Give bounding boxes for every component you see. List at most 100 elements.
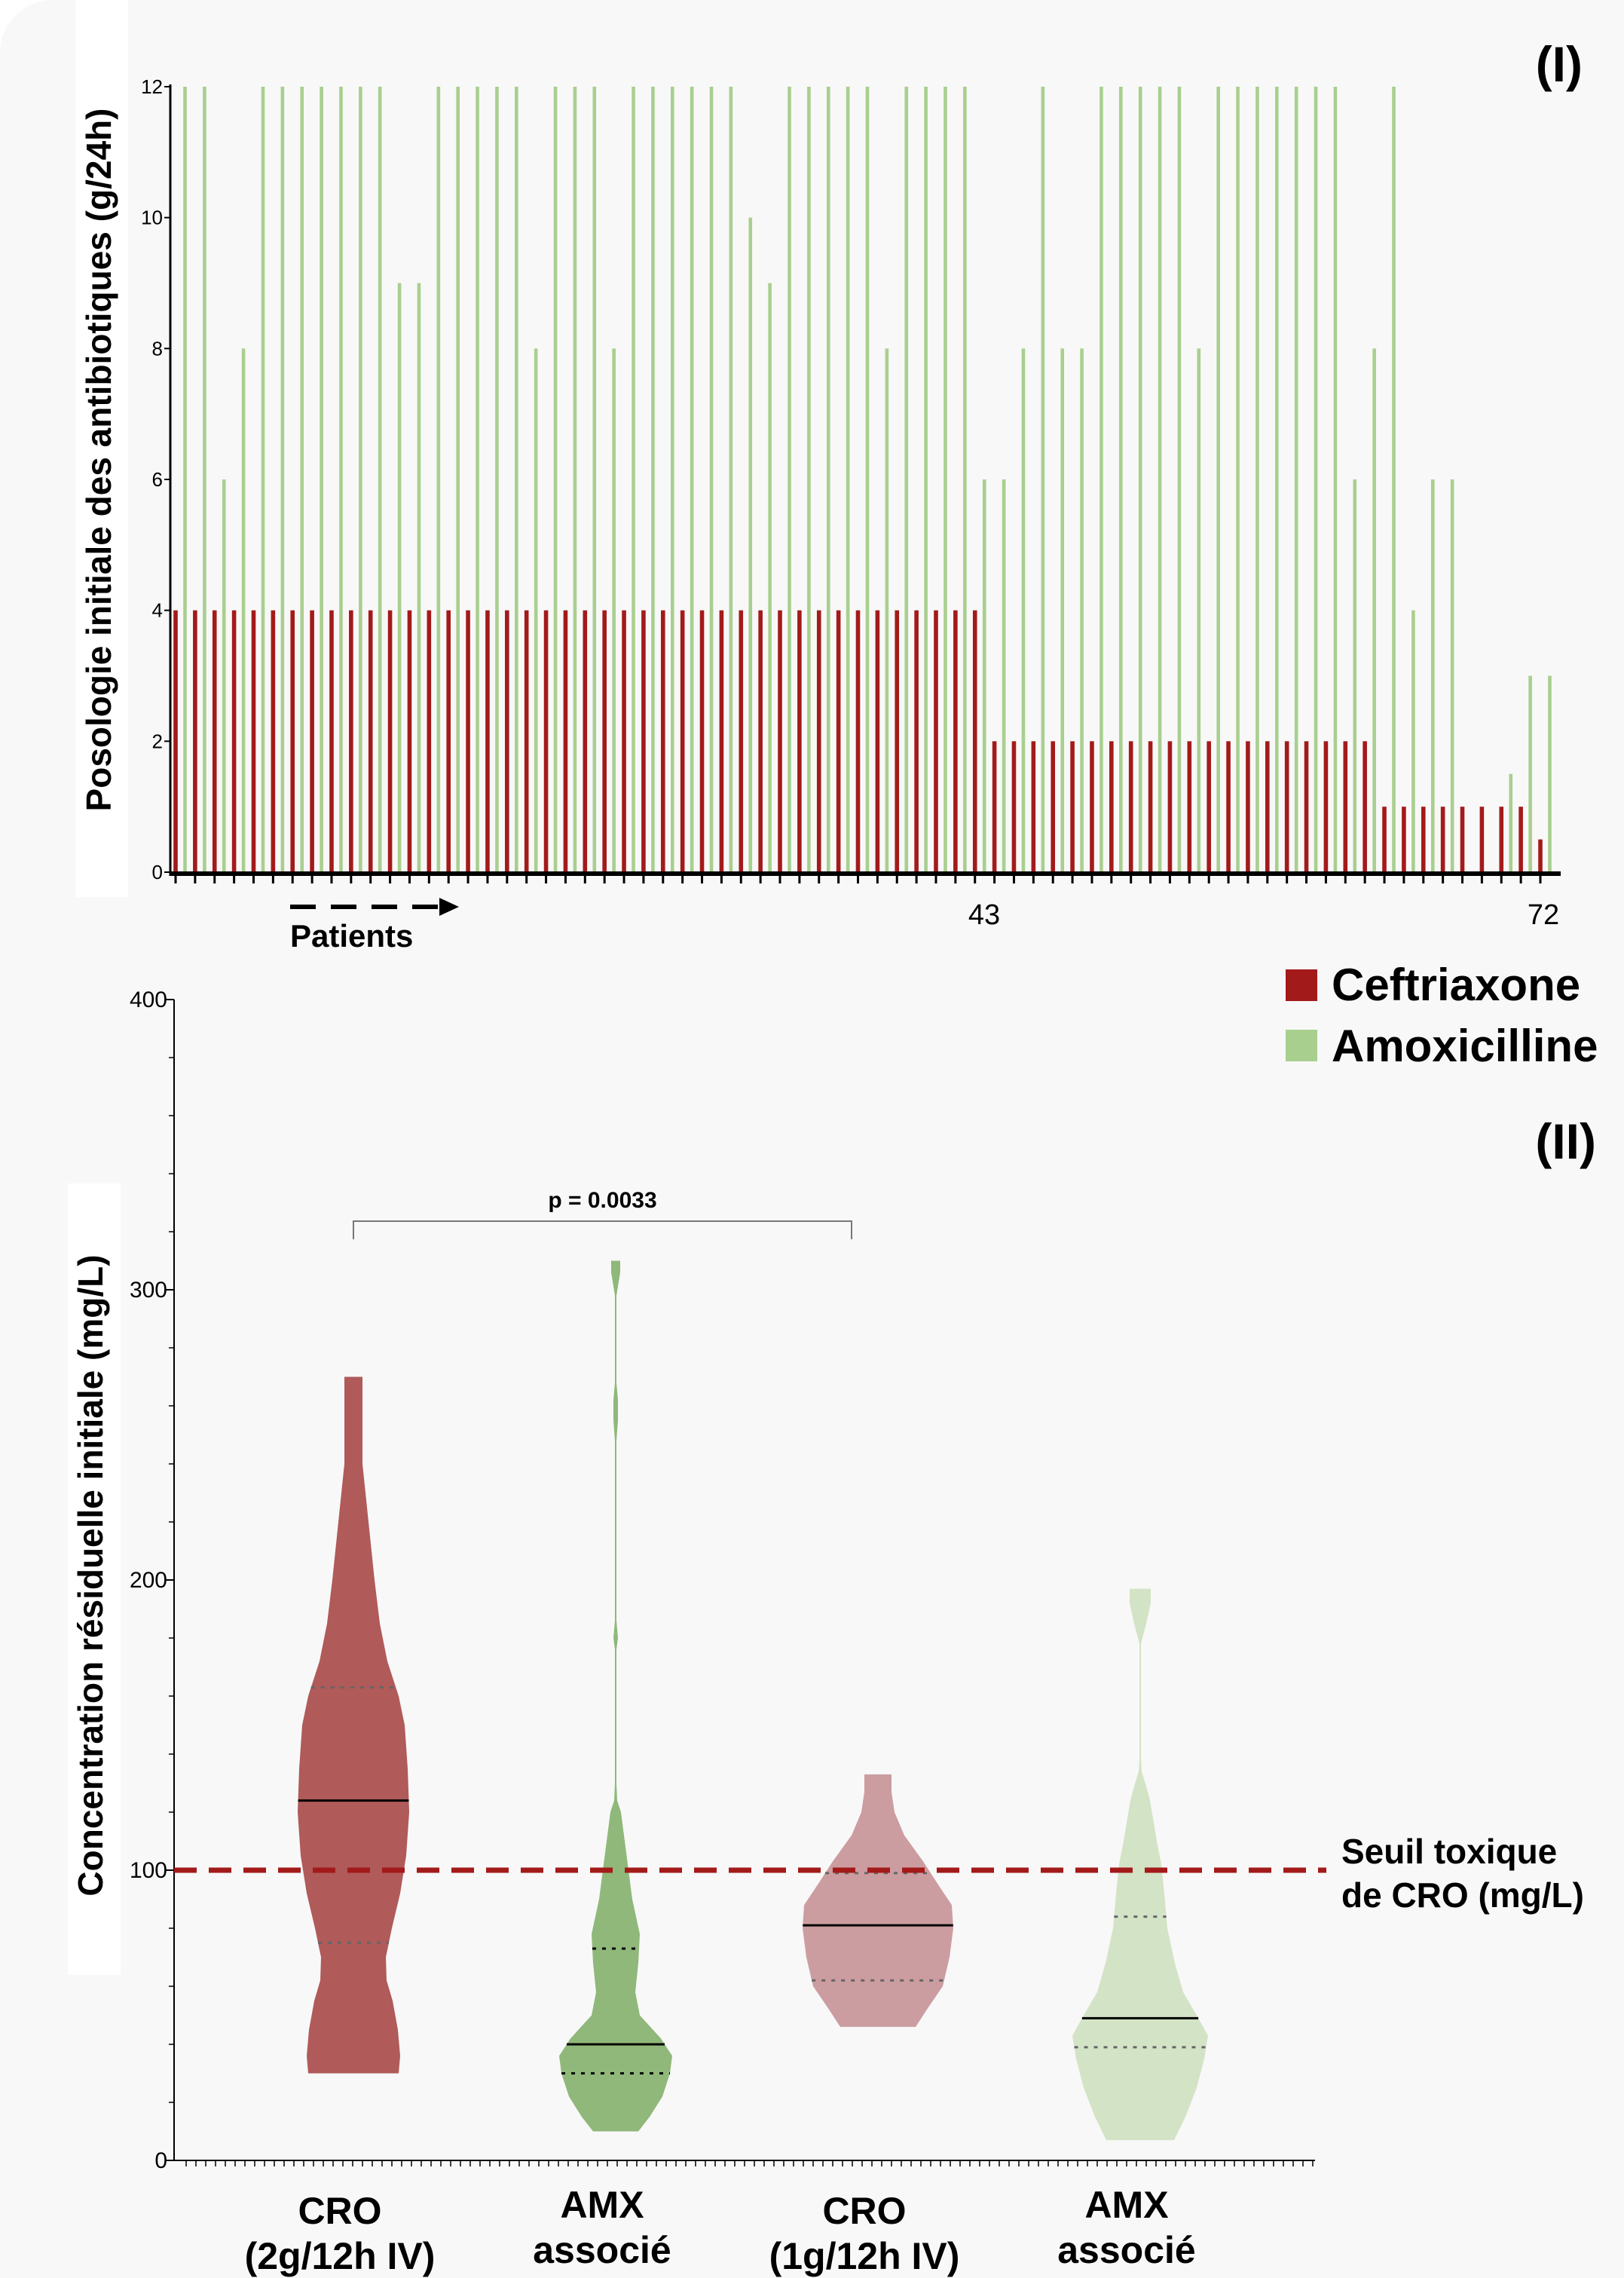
bar-amoxicilline-42 — [982, 479, 986, 872]
panel1-y-tick-label-6: 12 — [141, 75, 163, 98]
bar-ceftriaxone-30 — [739, 610, 744, 872]
bar-ceftriaxone-66 — [1440, 807, 1445, 872]
legend-label-amoxicilline: Amoxicilline — [1332, 1021, 1598, 1071]
bar-ceftriaxone-12 — [387, 610, 393, 872]
bar-amoxicilline-29 — [729, 87, 733, 872]
bar-ceftriaxone-2 — [193, 610, 197, 872]
panel2-y-tick-label-1: 100 — [130, 1858, 167, 1883]
bar-amoxicilline-43 — [1002, 479, 1006, 872]
group-label-line2-4: associé — [1057, 2229, 1195, 2271]
bar-amoxicilline-57 — [1275, 87, 1279, 872]
bar-amoxicilline-71 — [1548, 675, 1552, 872]
bar-ceftriaxone-22 — [583, 610, 588, 872]
bar-amoxicilline-28 — [709, 87, 714, 872]
bar-ceftriaxone-46 — [1051, 741, 1056, 872]
bar-ceftriaxone-4 — [231, 610, 237, 872]
bar-amoxicilline-6 — [280, 87, 285, 872]
bar-amoxicilline-64 — [1411, 610, 1415, 872]
threshold-label-line1: Seuil toxique — [1341, 1832, 1557, 1871]
bar-ceftriaxone-63 — [1382, 807, 1387, 872]
panel1-ylabel-background — [75, 0, 128, 897]
bar-amoxicilline-39 — [924, 87, 928, 872]
panel2-y-tick-label-3: 300 — [130, 1278, 167, 1303]
bar-amoxicilline-27 — [690, 87, 694, 872]
bar-ceftriaxone-17 — [485, 610, 490, 872]
bar-ceftriaxone-62 — [1363, 741, 1367, 872]
bar-ceftriaxone-34 — [816, 610, 821, 872]
panel2-x-ticks — [185, 2160, 1314, 2166]
bar-ceftriaxone-67 — [1460, 807, 1465, 872]
bar-ceftriaxone-55 — [1226, 741, 1231, 872]
bar-amoxicilline-41 — [963, 87, 967, 872]
bar-amoxicilline-49 — [1119, 87, 1123, 872]
panel1-chart: (I) Posologie initiale des antibiotiques… — [79, 36, 1583, 954]
bar-amoxicilline-21 — [573, 87, 577, 872]
bar-ceftriaxone-64 — [1402, 807, 1406, 872]
bar-amoxicilline-32 — [788, 87, 791, 872]
threshold-label-line2: de CRO (mg/L) — [1341, 1875, 1584, 1915]
bar-ceftriaxone-10 — [349, 610, 353, 872]
bar-amoxicilline-36 — [865, 87, 870, 872]
bar-amoxicilline-25 — [651, 87, 655, 872]
bar-ceftriaxone-68 — [1479, 807, 1485, 872]
bar-amoxicilline-45 — [1041, 87, 1045, 872]
bar-amoxicilline-60 — [1333, 87, 1338, 872]
bar-ceftriaxone-3 — [212, 610, 217, 872]
violin-group-4 — [1072, 1588, 1208, 2141]
panel2-y-tick-label-2: 200 — [130, 1568, 167, 1593]
bar-ceftriaxone-13 — [407, 610, 412, 872]
bar-amoxicilline-48 — [1099, 87, 1103, 872]
bar-ceftriaxone-28 — [699, 610, 705, 872]
bar-amoxicilline-62 — [1372, 348, 1376, 872]
bar-ceftriaxone-57 — [1265, 741, 1270, 872]
bar-ceftriaxone-5 — [251, 610, 256, 872]
panel1-x-tick-label-72: 72 — [1528, 899, 1559, 931]
bar-ceftriaxone-11 — [368, 610, 373, 872]
group-label-line2-2: associé — [533, 2229, 671, 2271]
bar-ceftriaxone-61 — [1343, 741, 1348, 872]
bar-amoxicilline-33 — [807, 87, 811, 872]
bar-ceftriaxone-56 — [1246, 741, 1250, 872]
legend-swatch-ceftriaxone — [1286, 969, 1317, 1001]
panel1-y-axis-title: Posologie initiale des antibiotiques (g/… — [79, 109, 118, 812]
bar-amoxicilline-7 — [300, 87, 304, 872]
bar-ceftriaxone-42 — [972, 610, 977, 872]
bar-amoxicilline-46 — [1060, 348, 1065, 872]
bar-ceftriaxone-49 — [1109, 741, 1114, 872]
bar-amoxicilline-40 — [944, 87, 947, 872]
bar-ceftriaxone-48 — [1090, 741, 1094, 872]
bar-ceftriaxone-51 — [1148, 741, 1153, 872]
bar-ceftriaxone-15 — [446, 610, 451, 872]
bar-ceftriaxone-26 — [660, 610, 665, 872]
bar-amoxicilline-12 — [397, 283, 402, 872]
bar-ceftriaxone-47 — [1070, 741, 1075, 872]
bar-amoxicilline-1 — [183, 87, 187, 872]
bar-ceftriaxone-53 — [1187, 741, 1192, 872]
significance-bracket: p = 0.0033 — [353, 1188, 852, 1239]
bar-ceftriaxone-43 — [992, 741, 997, 872]
bar-ceftriaxone-24 — [622, 610, 626, 872]
bar-amoxicilline-70 — [1528, 675, 1532, 872]
bar-ceftriaxone-18 — [505, 610, 509, 872]
bar-ceftriaxone-35 — [836, 610, 841, 872]
bar-amoxicilline-23 — [612, 348, 616, 872]
bar-ceftriaxone-39 — [914, 610, 919, 872]
bar-ceftriaxone-1 — [173, 610, 178, 872]
bar-amoxicilline-20 — [553, 87, 558, 872]
panel1-y-tick-label-2: 4 — [152, 599, 163, 622]
bar-ceftriaxone-25 — [641, 610, 646, 872]
panel2-chart: (II) Concentration résiduelle initiale (… — [71, 987, 1596, 2277]
bar-ceftriaxone-60 — [1323, 741, 1329, 872]
bar-ceftriaxone-9 — [329, 610, 334, 872]
bar-ceftriaxone-50 — [1128, 741, 1133, 872]
panel1-y-tick-label-0: 0 — [152, 861, 163, 883]
bar-amoxicilline-50 — [1138, 87, 1142, 872]
bar-ceftriaxone-54 — [1207, 741, 1211, 872]
bar-amoxicilline-63 — [1392, 87, 1396, 872]
bar-ceftriaxone-14 — [427, 610, 432, 872]
bar-ceftriaxone-52 — [1167, 741, 1173, 872]
panel2-y-tick-label-4: 400 — [130, 987, 167, 1012]
group-label-line1-1: CRO — [298, 2190, 381, 2232]
panel1-y-ticks: 0 2 4 6 8 10 12 — [141, 75, 170, 883]
